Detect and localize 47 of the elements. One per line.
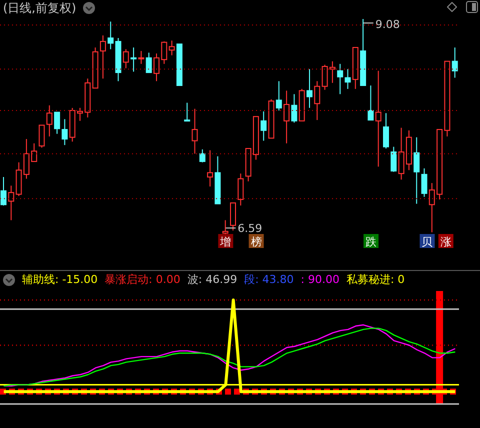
text: 增 <box>219 236 232 248</box>
candlestick <box>390 146 397 172</box>
candlestick <box>414 136 420 204</box>
candlestick <box>230 202 236 232</box>
text: 段: 43.80 <box>244 272 294 288</box>
candlestick <box>108 21 114 50</box>
candlestick <box>62 118 68 146</box>
chart-title: (日线,前复权) <box>3 0 76 16</box>
candlestick <box>122 48 129 69</box>
text: 跌 <box>366 236 377 248</box>
candlestick <box>344 68 351 90</box>
candlestick <box>284 90 290 144</box>
text: 波: 46.99 <box>187 272 238 288</box>
candlestick <box>383 112 389 150</box>
candlestick <box>138 50 144 64</box>
candlestick <box>452 46 458 78</box>
candlestick <box>238 173 244 206</box>
text: : 90.00 <box>300 272 340 288</box>
candlestick <box>276 80 282 112</box>
candlestick <box>421 168 428 198</box>
candlestick <box>368 84 374 121</box>
candlestick <box>168 40 175 56</box>
candlestick <box>337 63 344 95</box>
candlestick <box>291 94 298 124</box>
candlestick <box>375 70 382 168</box>
candlestick <box>100 34 106 80</box>
candlestick <box>54 112 60 134</box>
text: 涨 <box>440 236 452 248</box>
annotation: 6.59 <box>238 222 262 235</box>
candlestick <box>184 102 190 122</box>
candlestick <box>8 185 14 221</box>
candlestick <box>130 46 137 72</box>
candlestick <box>306 68 312 108</box>
candlestick <box>192 108 198 154</box>
text: 榜 <box>250 236 262 248</box>
candlestick <box>314 80 320 121</box>
candlestick <box>146 52 152 74</box>
text: 暴涨启动: 0.00 <box>104 272 180 288</box>
text: 贝 <box>422 236 433 248</box>
text: 私募秘进: 0 <box>346 272 405 288</box>
candlestick <box>222 220 228 234</box>
annotation: 9.08 <box>375 18 400 31</box>
candlestick <box>0 176 6 206</box>
candlestick <box>199 148 206 163</box>
candlestick <box>207 150 214 188</box>
text: 辅助线: -15.00 <box>22 272 98 288</box>
candlestick <box>260 110 267 142</box>
